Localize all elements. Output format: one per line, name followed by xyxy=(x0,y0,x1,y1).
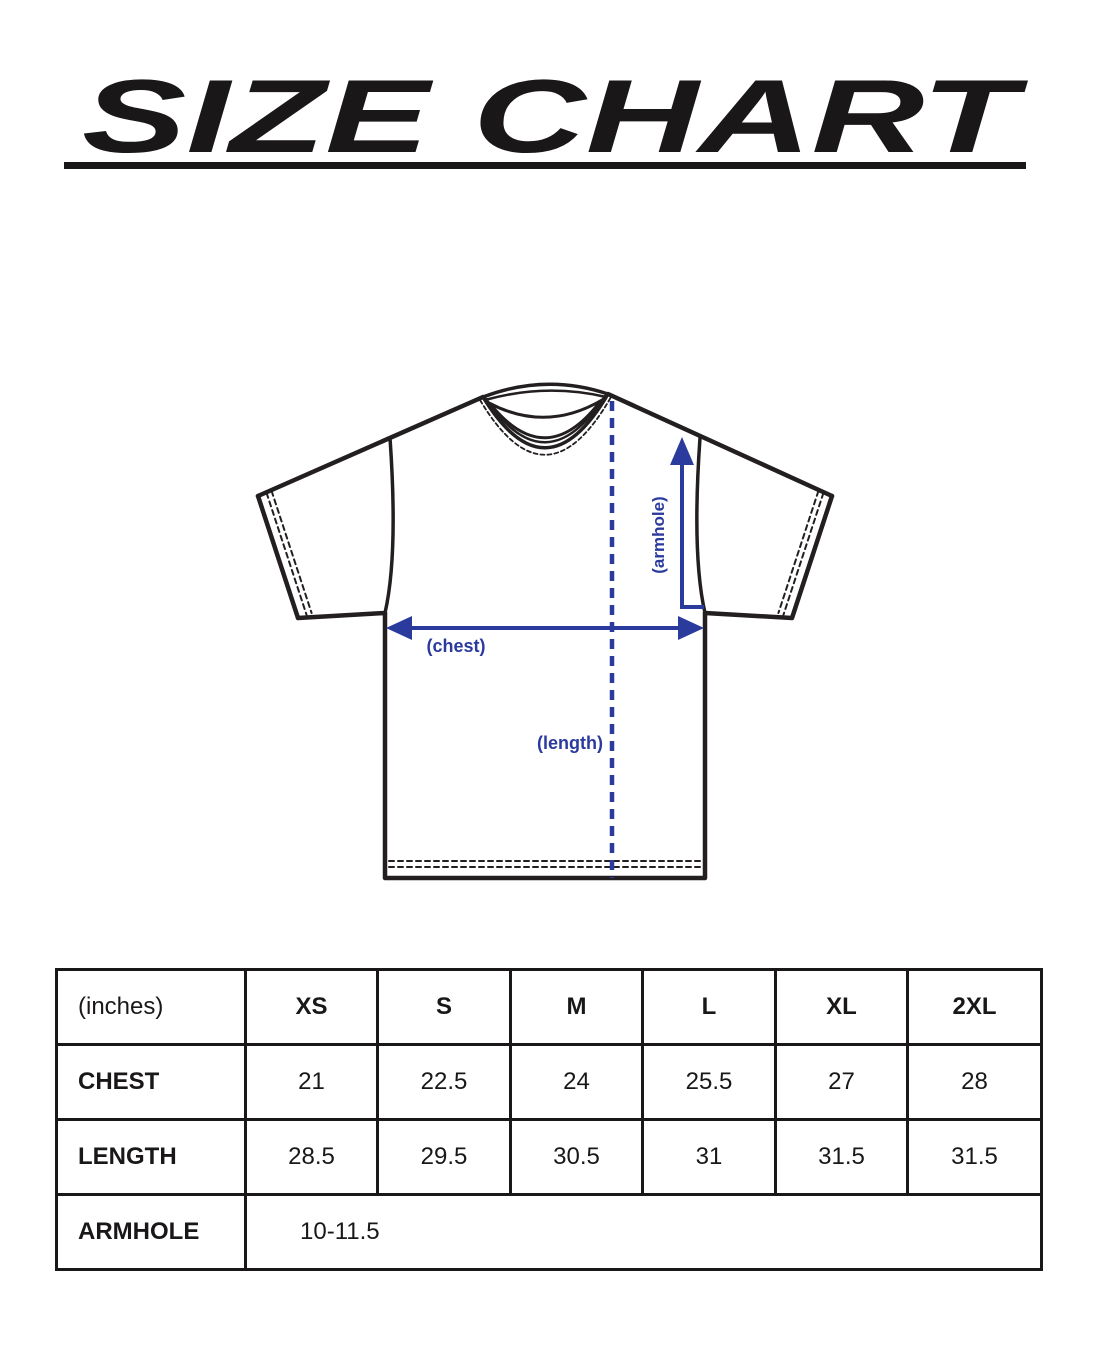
collar-band-inner xyxy=(484,394,607,444)
title-block: SIZE CHART xyxy=(64,59,1028,175)
size-table-container: (inches) XS S M L XL 2XL CHEST 21 22.5 2… xyxy=(55,968,1043,1271)
left-armhole-seam xyxy=(383,436,395,615)
row-label-armhole: ARMHOLE xyxy=(55,1193,247,1271)
chest-value-m: 24 xyxy=(509,1043,644,1121)
armhole-label: (armhole) xyxy=(649,496,668,573)
right-shoulder-line xyxy=(605,391,835,499)
size-table: (inches) XS S M L XL 2XL CHEST 21 22.5 2… xyxy=(55,968,1043,1271)
collar-stitch xyxy=(479,396,612,456)
size-col-header-xl: XL xyxy=(774,968,909,1046)
table-row-armhole: ARMHOLE 10-11.5 xyxy=(55,1193,1043,1271)
length-value-xs: 28.5 xyxy=(244,1118,379,1196)
table-row-chest: CHEST 21 22.5 24 25.5 27 28 xyxy=(55,1043,1043,1121)
body-outline xyxy=(382,610,708,881)
chest-value-s: 22.5 xyxy=(376,1043,512,1121)
table-row-length: LENGTH 28.5 29.5 30.5 31 31.5 31.5 xyxy=(55,1118,1043,1196)
length-value-l: 31 xyxy=(641,1118,777,1196)
armhole-arrowhead xyxy=(670,437,694,465)
chest-arrowhead-left xyxy=(386,616,412,640)
length-value-2xl: 31.5 xyxy=(906,1118,1043,1196)
tshirt-diagram: (chest) (length) (armhole) xyxy=(255,382,835,881)
collar-top-outer xyxy=(481,382,610,399)
right-cuff-stitch-2 xyxy=(777,490,820,614)
armhole-arrow-shaft xyxy=(680,461,704,609)
size-col-header-s: S xyxy=(376,968,512,1046)
left-sleeve-edge xyxy=(255,493,388,621)
right-sleeve-edge xyxy=(702,493,835,621)
length-value-m: 30.5 xyxy=(509,1118,644,1196)
left-shoulder-line xyxy=(255,394,486,499)
tshirt-outline xyxy=(255,382,835,881)
left-cuff-stitch-1 xyxy=(265,492,308,616)
page-title: SIZE CHART xyxy=(82,59,1028,175)
chest-arrowhead-right xyxy=(678,616,704,640)
collar-top-inner xyxy=(483,389,608,402)
size-col-header-xs: XS xyxy=(244,968,379,1046)
table-header-row: (inches) XS S M L XL 2XL xyxy=(55,968,1043,1046)
title-underline xyxy=(64,162,1026,169)
armhole-value-all-sizes: 10-11.5 xyxy=(244,1193,1043,1271)
chest-value-xl: 27 xyxy=(774,1043,909,1121)
chest-label: (chest) xyxy=(426,636,485,656)
size-col-header-m: M xyxy=(509,968,644,1046)
chest-value-2xl: 28 xyxy=(906,1043,1043,1121)
length-value-s: 29.5 xyxy=(376,1118,512,1196)
collar-rib-1 xyxy=(487,398,604,419)
chest-value-xs: 21 xyxy=(244,1043,379,1121)
right-cuff-stitch-1 xyxy=(782,492,825,616)
row-label-length: LENGTH xyxy=(55,1118,247,1196)
chest-value-l: 25.5 xyxy=(641,1043,777,1121)
collar-rib-2 xyxy=(490,401,601,440)
length-label: (length) xyxy=(537,733,603,753)
left-cuff-stitch-2 xyxy=(270,490,313,614)
unit-header-cell: (inches) xyxy=(55,968,247,1046)
length-value-xl: 31.5 xyxy=(774,1118,909,1196)
size-col-header-2xl: 2XL xyxy=(906,968,1043,1046)
size-col-header-l: L xyxy=(641,968,777,1046)
collar-band-outer xyxy=(481,392,610,450)
right-armhole-seam xyxy=(695,436,707,615)
measurement-annotations: (chest) (length) (armhole) xyxy=(386,401,704,878)
row-label-chest: CHEST xyxy=(55,1043,247,1121)
